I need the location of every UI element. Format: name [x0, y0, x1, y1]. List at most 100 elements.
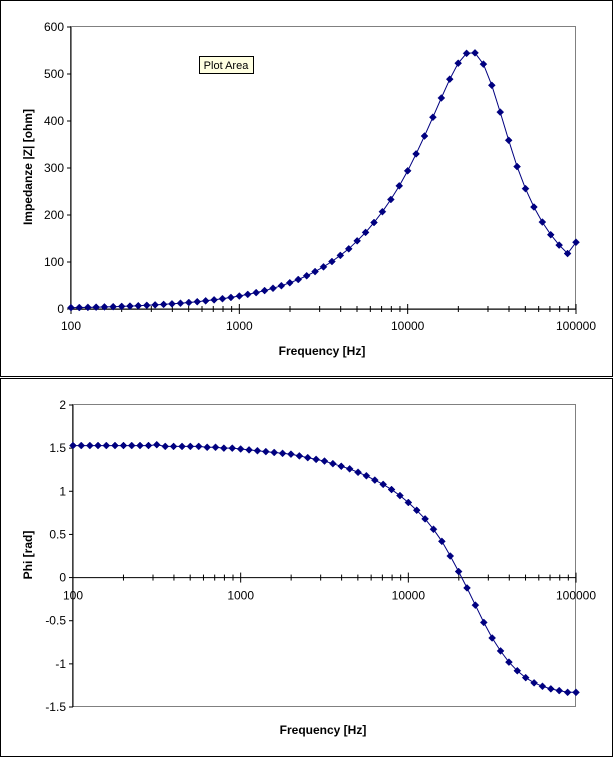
phase-data-point[interactable]: [337, 462, 346, 471]
phase-data-point[interactable]: [111, 441, 119, 450]
impedance-data-point[interactable]: [75, 303, 84, 312]
impedance-data-point[interactable]: [328, 257, 336, 266]
impedance-data-point[interactable]: [361, 228, 370, 237]
impedance-data-point[interactable]: [117, 302, 126, 311]
phase-data-point[interactable]: [161, 442, 170, 451]
impedance-data-point[interactable]: [109, 302, 118, 311]
impedance-data-point[interactable]: [201, 296, 210, 305]
phase-data-point[interactable]: [354, 468, 362, 477]
impedance-data-point[interactable]: [546, 230, 555, 239]
phase-data-point[interactable]: [136, 441, 144, 450]
phase-data-point[interactable]: [295, 452, 304, 460]
impedance-data-point[interactable]: [471, 48, 479, 57]
impedance-data-point[interactable]: [151, 301, 159, 309]
phase-data-point[interactable]: [546, 685, 555, 693]
phase-data-point[interactable]: [102, 441, 111, 450]
phase-data-point[interactable]: [303, 453, 312, 462]
phase-data-point[interactable]: [211, 443, 220, 452]
impedance-data-point[interactable]: [168, 299, 176, 308]
impedance-data-point[interactable]: [479, 60, 488, 68]
impedance-data-point[interactable]: [555, 241, 564, 249]
phase-data-point[interactable]: [572, 688, 580, 697]
phase-data-point[interactable]: [220, 444, 228, 452]
phase-data-point[interactable]: [253, 446, 262, 455]
phase-data-point[interactable]: [471, 601, 480, 610]
phase-data-point[interactable]: [396, 491, 404, 500]
phase-data-point[interactable]: [429, 525, 438, 534]
phase-data-point[interactable]: [329, 459, 337, 468]
impedance-data-point[interactable]: [538, 218, 547, 226]
phase-data-point[interactable]: [77, 441, 86, 450]
phase-data-point[interactable]: [505, 658, 513, 666]
impedance-data-point[interactable]: [235, 292, 244, 300]
impedance-data-point[interactable]: [496, 108, 505, 116]
phase-data-point[interactable]: [538, 682, 547, 691]
impedance-data-point[interactable]: [563, 249, 572, 258]
impedance-data-point[interactable]: [176, 299, 185, 308]
phase-data-point[interactable]: [287, 450, 295, 459]
impedance-data-point[interactable]: [353, 236, 362, 245]
impedance-data-point[interactable]: [184, 298, 193, 307]
impedance-data-point[interactable]: [260, 286, 269, 295]
phase-data-point[interactable]: [521, 673, 530, 682]
phase-data-point[interactable]: [228, 444, 237, 452]
phase-data-point[interactable]: [261, 447, 270, 456]
impedance-plot-area[interactable]: [70, 26, 576, 310]
phase-data-point[interactable]: [513, 666, 522, 675]
impedance-data-point[interactable]: [513, 162, 521, 171]
impedance-data-point[interactable]: [134, 301, 143, 310]
phase-data-point[interactable]: [412, 506, 421, 515]
phase-data-point[interactable]: [362, 471, 371, 480]
impedance-data-point[interactable]: [378, 207, 387, 216]
phase-data-point[interactable]: [421, 515, 429, 523]
phase-data-point[interactable]: [127, 441, 136, 450]
phase-data-point[interactable]: [454, 567, 463, 576]
impedance-data-point[interactable]: [84, 303, 92, 312]
phase-data-point[interactable]: [387, 485, 396, 494]
phase-data-point[interactable]: [446, 552, 455, 560]
phase-data-point[interactable]: [144, 441, 153, 450]
impedance-data-point[interactable]: [504, 136, 513, 145]
phase-data-point[interactable]: [438, 537, 446, 546]
phase-data-point[interactable]: [194, 442, 203, 451]
impedance-data-point[interactable]: [67, 303, 75, 312]
phase-data-point[interactable]: [488, 634, 497, 642]
impedance-data-point[interactable]: [100, 303, 109, 311]
impedance-data-point[interactable]: [420, 132, 429, 140]
phase-data-point[interactable]: [404, 498, 413, 507]
impedance-data-point[interactable]: [252, 288, 261, 297]
impedance-data-point[interactable]: [462, 49, 471, 58]
phase-data-point[interactable]: [186, 442, 195, 451]
phase-data-point[interactable]: [169, 442, 178, 451]
impedance-data-point[interactable]: [403, 166, 412, 175]
impedance-data-point[interactable]: [277, 281, 286, 290]
phase-data-point[interactable]: [119, 441, 128, 450]
impedance-data-point[interactable]: [386, 195, 395, 204]
impedance-data-point[interactable]: [142, 301, 151, 310]
impedance-data-point[interactable]: [243, 290, 252, 299]
impedance-data-point[interactable]: [269, 284, 277, 293]
impedance-data-point[interactable]: [302, 271, 311, 280]
impedance-data-point[interactable]: [218, 294, 227, 303]
phase-data-point[interactable]: [479, 618, 488, 627]
phase-data-point[interactable]: [152, 440, 161, 449]
impedance-data-point[interactable]: [159, 300, 168, 309]
phase-data-point[interactable]: [270, 448, 279, 457]
phase-data-point[interactable]: [496, 647, 505, 655]
phase-data-point[interactable]: [85, 441, 94, 450]
impedance-data-point[interactable]: [530, 203, 538, 211]
impedance-data-point[interactable]: [572, 238, 580, 247]
impedance-data-point[interactable]: [370, 218, 378, 227]
phase-data-point[interactable]: [530, 678, 538, 687]
impedance-data-point[interactable]: [437, 94, 446, 102]
phase-plot-area[interactable]: [72, 404, 576, 707]
phase-data-point[interactable]: [555, 686, 564, 695]
impedance-data-point[interactable]: [521, 184, 530, 193]
phase-data-point[interactable]: [245, 446, 253, 454]
phase-data-point[interactable]: [178, 442, 186, 451]
phase-data-point[interactable]: [312, 455, 320, 464]
impedance-data-point[interactable]: [336, 251, 345, 260]
phase-data-point[interactable]: [463, 584, 471, 592]
impedance-data-point[interactable]: [227, 293, 235, 302]
phase-data-point[interactable]: [69, 441, 77, 450]
